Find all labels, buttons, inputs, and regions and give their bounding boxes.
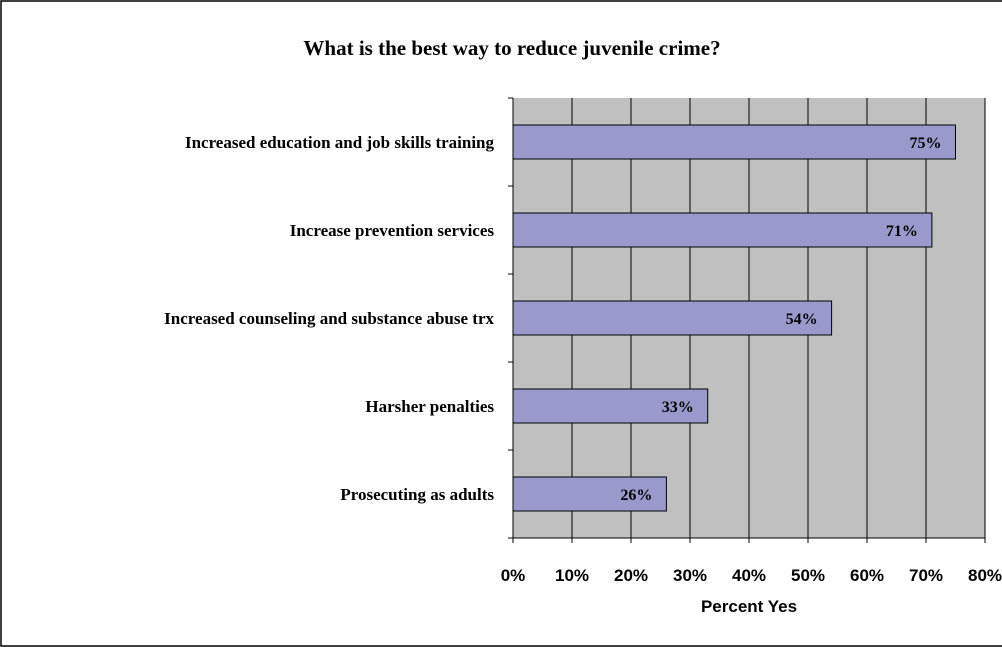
- category-labels: Increased education and job skills train…: [164, 133, 494, 504]
- x-tick-label: 60%: [850, 566, 884, 585]
- bar-value-label: 33%: [662, 399, 694, 416]
- bar: [512, 212, 933, 248]
- category-label: Increase prevention services: [290, 221, 495, 240]
- bar-value-label: 54%: [786, 311, 818, 328]
- bar: [512, 476, 667, 512]
- category-label: Increased counseling and substance abuse…: [164, 309, 494, 328]
- x-tick-label: 0%: [501, 566, 526, 585]
- bar-value-label: 26%: [620, 487, 652, 504]
- x-tick-label: 10%: [555, 566, 589, 585]
- x-tick-label: 70%: [909, 566, 943, 585]
- x-tick-label: 80%: [968, 566, 1002, 585]
- bar: [512, 388, 709, 424]
- category-label: Harsher penalties: [365, 397, 494, 416]
- bars: [512, 124, 956, 512]
- x-axis-title: Percent Yes: [701, 597, 797, 616]
- bar-value-label: 75%: [910, 135, 942, 152]
- x-tick-labels: 0% 10% 20% 30% 40% 50% 60% 70% 80%: [501, 566, 1002, 585]
- chart-title: What is the best way to reduce juvenile …: [303, 36, 720, 60]
- category-label: Prosecuting as adults: [340, 485, 494, 504]
- x-tick-label: 20%: [614, 566, 648, 585]
- x-tick-label: 30%: [673, 566, 707, 585]
- category-label: Increased education and job skills train…: [185, 133, 495, 152]
- data-labels: 75% 71% 54% 33% 26%: [620, 135, 941, 504]
- bar: [512, 300, 833, 336]
- x-tick-label: 40%: [732, 566, 766, 585]
- bar: [512, 124, 956, 160]
- bar-value-label: 71%: [886, 223, 918, 240]
- x-tick-label: 50%: [791, 566, 825, 585]
